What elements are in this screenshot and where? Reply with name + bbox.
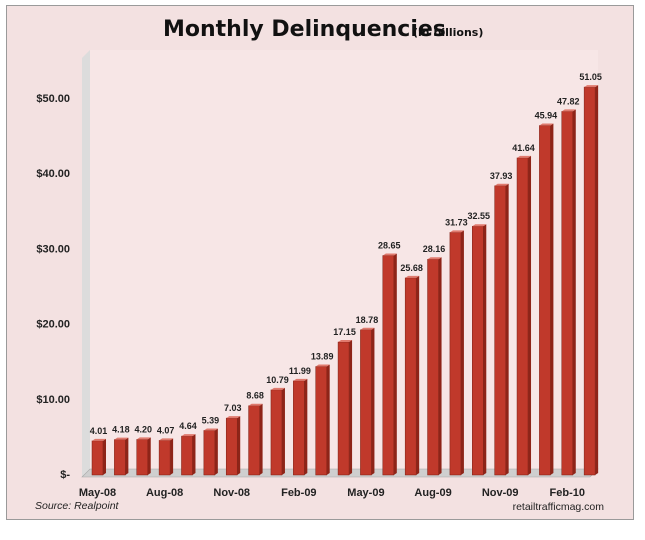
bars-group (91, 85, 599, 476)
y-tick-label: $50.00 (36, 93, 70, 105)
chart-title: Monthly Delinquencies (163, 17, 446, 42)
x-tick-label: Nov-08 (213, 487, 250, 499)
credit-note: retailtrafficmag.com (513, 501, 605, 513)
y-axis: $- $10.00 $20.00 $30.00 $40.00 $50.00 (36, 93, 70, 481)
data-label: 47.82 (557, 96, 580, 106)
data-label: 31.73 (445, 217, 468, 227)
bar (539, 123, 554, 476)
bar (337, 340, 353, 476)
bar (561, 109, 576, 476)
bar (516, 155, 532, 476)
y-tick-label: $20.00 (36, 319, 70, 331)
data-label: 4.18 (112, 425, 130, 435)
x-tick-label: Feb-09 (281, 487, 316, 499)
data-label: 4.20 (134, 424, 152, 434)
bar (449, 230, 464, 476)
bar (494, 183, 509, 476)
bar (382, 253, 397, 476)
bar (203, 428, 218, 476)
bar (315, 364, 330, 476)
bar (136, 437, 151, 476)
chart-subtitle: (in billions) (413, 26, 483, 39)
x-tick-label: Aug-09 (414, 487, 451, 499)
x-tick-label: May-09 (347, 487, 384, 499)
y-tick-label: $30.00 (36, 243, 70, 255)
y-tick-label: $40.00 (36, 168, 70, 180)
bar (270, 387, 285, 476)
bar (181, 434, 196, 476)
bar (404, 275, 420, 476)
data-label: 8.68 (246, 391, 264, 401)
bar (248, 403, 263, 476)
data-label: 4.01 (90, 426, 108, 436)
data-label: 13.89 (311, 352, 334, 362)
data-label: 10.79 (266, 375, 289, 385)
bar (293, 378, 308, 476)
data-label: 5.39 (202, 415, 220, 425)
data-labels: 4.01 4.18 4.20 4.07 4.64 5.39 7.03 8.6810.7911.… (90, 72, 602, 436)
bar (360, 327, 375, 476)
x-tick-label: Feb-10 (550, 487, 585, 499)
data-label: 37.93 (490, 171, 513, 181)
x-tick-label: Nov-09 (482, 487, 519, 499)
data-label: 7.03 (224, 403, 242, 413)
data-label: 18.78 (356, 315, 379, 325)
bar (225, 416, 241, 476)
data-label: 25.68 (400, 263, 423, 273)
data-label: 51.05 (579, 72, 602, 82)
data-label: 28.16 (423, 244, 446, 254)
data-label: 45.94 (535, 111, 558, 121)
y-tick-label: $- (60, 469, 70, 481)
bar (158, 438, 174, 476)
bar (427, 257, 442, 476)
bar (91, 438, 106, 476)
data-label: 41.64 (512, 143, 535, 153)
bar (114, 437, 129, 476)
x-axis: May-08 Aug-08 Nov-08 Feb-09 May-09 Aug-09 Nov-… (79, 487, 585, 499)
x-tick-label: Aug-08 (146, 487, 183, 499)
x-tick-label: May-08 (79, 487, 116, 499)
data-label: 28.65 (378, 241, 401, 251)
data-label: 4.64 (179, 421, 197, 431)
y-tick-label: $10.00 (36, 394, 70, 406)
data-label: 17.15 (333, 327, 356, 337)
bar (472, 224, 487, 476)
bar (583, 85, 599, 476)
data-label: 4.07 (157, 425, 175, 435)
source-note: Source: Realpoint (35, 500, 120, 512)
data-label: 11.99 (289, 366, 311, 376)
data-label: 32.55 (468, 211, 491, 221)
